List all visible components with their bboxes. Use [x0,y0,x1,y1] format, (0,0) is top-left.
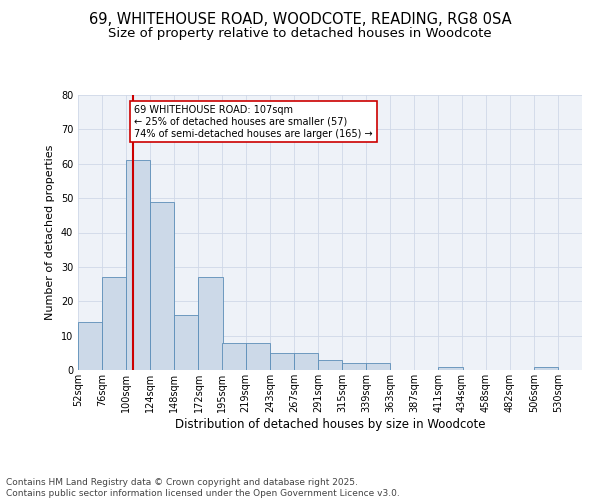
Bar [534,366,558,370]
Bar [270,353,294,370]
Bar [294,353,318,370]
Bar [245,342,270,370]
Bar [126,160,150,370]
Bar [221,342,245,370]
Bar [175,315,199,370]
Bar [199,277,223,370]
Text: Size of property relative to detached houses in Woodcote: Size of property relative to detached ho… [108,28,492,40]
Bar [102,277,126,370]
Y-axis label: Number of detached properties: Number of detached properties [45,145,55,320]
Bar [439,366,463,370]
Bar [318,360,342,370]
X-axis label: Distribution of detached houses by size in Woodcote: Distribution of detached houses by size … [175,418,485,430]
Bar [150,202,175,370]
Text: 69, WHITEHOUSE ROAD, WOODCOTE, READING, RG8 0SA: 69, WHITEHOUSE ROAD, WOODCOTE, READING, … [89,12,511,28]
Text: 69 WHITEHOUSE ROAD: 107sqm
← 25% of detached houses are smaller (57)
74% of semi: 69 WHITEHOUSE ROAD: 107sqm ← 25% of deta… [134,106,373,138]
Bar [342,363,366,370]
Bar [366,363,390,370]
Bar [78,322,102,370]
Text: Contains HM Land Registry data © Crown copyright and database right 2025.
Contai: Contains HM Land Registry data © Crown c… [6,478,400,498]
